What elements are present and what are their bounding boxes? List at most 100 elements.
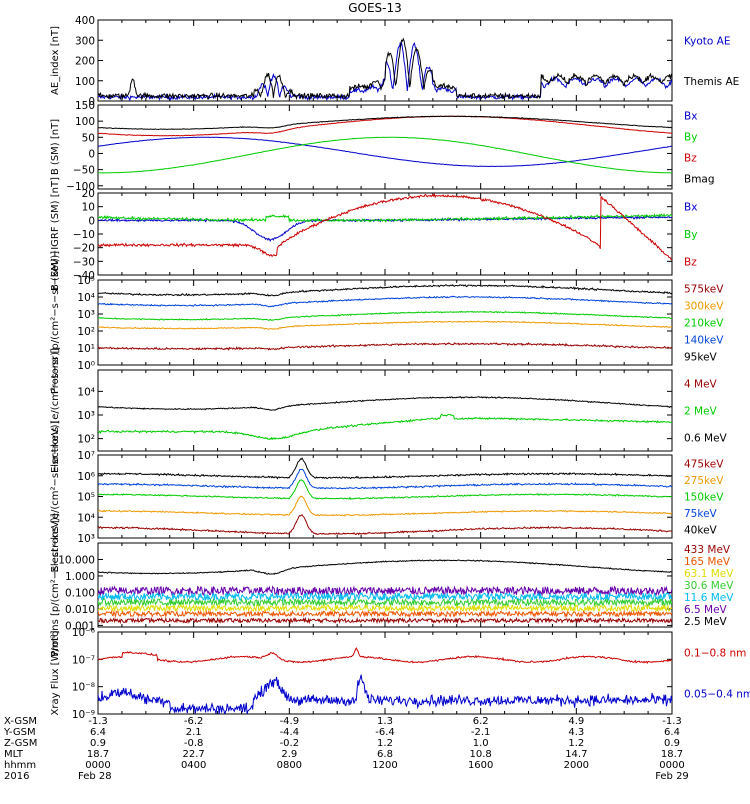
y-tick-label: 10⁻⁸	[72, 682, 95, 694]
footer-cell-zgsm: 1.0	[473, 738, 489, 749]
footer-cell-hhmm: 2000	[564, 760, 589, 771]
footer-cell-hhmm: 1200	[372, 760, 397, 771]
footer-cell-xgsm: -1.3	[88, 716, 108, 727]
legend-label: Bz	[684, 256, 697, 268]
legend-label: 210keV	[684, 318, 724, 330]
y-tick-label: −10	[73, 229, 95, 241]
series-line-by	[98, 212, 672, 223]
y-tick-label: 20	[82, 188, 95, 200]
legend-label: 275keV	[684, 475, 724, 487]
series-line-300kev	[98, 295, 672, 308]
series-line-95kev	[98, 342, 672, 351]
series-line-bz	[98, 193, 672, 261]
footer-cell-date: Feb 29	[655, 771, 689, 782]
footer-cell-mlt: 10.8	[470, 749, 492, 760]
y-tick-label: 1.000	[65, 571, 95, 583]
footer-cell-mlt: 6.8	[377, 749, 393, 760]
series-group	[98, 395, 672, 441]
footer-cell-xgsm: 1.3	[377, 716, 393, 727]
footer-cell-hhmm: 0800	[277, 760, 302, 771]
footer-cell-ygsm: 4.3	[568, 727, 584, 738]
footer-cell-ygsm: 2.1	[186, 727, 202, 738]
y-tick-label: 10³	[77, 533, 95, 545]
plot-title: GOES-13	[348, 1, 402, 15]
y-tick-label: 400	[75, 15, 95, 27]
footer-cell-xgsm: 4.9	[568, 716, 584, 727]
y-tick-label: 10²	[77, 434, 95, 446]
footer-cell-date: Feb 28	[78, 771, 112, 782]
footer-cell-hhmm: 0400	[181, 760, 206, 771]
y-tick-label: −30	[73, 256, 95, 268]
series-line-bz	[98, 115, 672, 137]
series-line-11-6-mev	[98, 591, 672, 603]
series-line-2-5-mev	[98, 559, 672, 575]
y-axis-label: B (SM)−IGRF (SM) [nT]	[50, 177, 61, 291]
legend-label: 165 MeV	[684, 556, 731, 568]
panel-3: 10⁰ 10¹ 10² 10³ 10⁴ 10⁵ Protons [p/(cm²−s−sr−k…	[50, 251, 724, 394]
y-tick-label: 10²	[77, 326, 95, 338]
footer-cell-zgsm: 1.2	[377, 738, 393, 749]
series-group	[98, 559, 672, 625]
y-tick-label: 0.010	[65, 604, 95, 616]
series-group	[98, 193, 672, 261]
footer-cell-ygsm: -4.4	[280, 727, 300, 738]
legend-label: 0.6 MeV	[684, 433, 728, 445]
series-line-0-6-mev	[98, 395, 672, 411]
footer-cell-mlt: 14.7	[565, 749, 587, 760]
y-tick-label: 10⁶	[77, 471, 95, 483]
y-tick-label: 10³	[77, 410, 95, 422]
series-line-30-6-mev	[98, 597, 672, 608]
y-tick-label: 10⁰	[77, 360, 95, 372]
y-tick-label: 10³	[77, 309, 95, 321]
legend-label: 2 MeV	[684, 406, 718, 418]
legend-label: Bx	[684, 111, 697, 123]
footer-row-label: MLT	[4, 749, 24, 760]
legend-label: 95keV	[684, 352, 718, 364]
series-group	[98, 115, 672, 174]
y-tick-label: 300	[75, 35, 95, 47]
y-tick-label: 10⁻⁹	[72, 709, 95, 721]
footer-cell-ygsm: 6.4	[664, 727, 680, 738]
y-tick-label: 10⁴	[77, 386, 95, 398]
footer-cell-hhmm: 1600	[468, 760, 493, 771]
y-tick-label: 100	[75, 76, 95, 88]
panel-frame	[97, 454, 673, 539]
orbit-footer: X-GSMY-GSMZ-GSMMLThhmm2016-1.36.40.918.7…	[3, 716, 689, 782]
legend-label: 2.5 MeV	[684, 616, 728, 628]
y-tick-label: 10.000	[58, 554, 95, 566]
series-group	[98, 457, 672, 536]
footer-cell-mlt: 18.7	[661, 749, 683, 760]
legend-label: 6.5 MeV	[684, 604, 728, 616]
footer-cell-zgsm: -0.8	[184, 738, 204, 749]
y-tick-label: 10⁵	[77, 492, 95, 504]
footer-cell-zgsm: 1.2	[568, 738, 584, 749]
footer-cell-hhmm: 0000	[85, 760, 110, 771]
y-tick-label: 10⁻⁶	[72, 627, 95, 639]
legend-label: 11.6 MeV	[684, 592, 734, 604]
y-axis-label: Protons [p/(cm²−s−sr−keV)]	[50, 251, 61, 394]
legend-label: Bmag	[684, 174, 715, 186]
footer-cell-ygsm: -6.4	[375, 727, 395, 738]
y-tick-label: 150	[75, 100, 95, 112]
series-line-433-mev	[98, 616, 672, 625]
panel-4: 10² 10³ 10⁴ Electrons [e/(cm²−s−sr)] 4 MeV 2 …	[50, 348, 728, 473]
legend-label: 0.1−0.8 nm	[684, 648, 746, 660]
panel-frame	[97, 369, 673, 452]
legend-label: 140keV	[684, 335, 724, 347]
y-axis-label: AE_index [nT]	[50, 26, 61, 95]
footer-row-label: X-GSM	[4, 716, 37, 727]
y-axis-label: B (SM) [nT]	[50, 119, 61, 175]
footer-cell-mlt: 22.7	[183, 749, 205, 760]
series-line-75kev	[98, 468, 672, 490]
y-tick-label: 10⁻⁷	[72, 654, 95, 666]
series-line-140kev	[98, 320, 672, 330]
series-line-150kev	[98, 479, 672, 500]
legend-label: Bx	[684, 202, 697, 214]
footer-cell-xgsm: 6.2	[473, 716, 489, 727]
y-tick-label: 10⁴	[77, 512, 95, 524]
